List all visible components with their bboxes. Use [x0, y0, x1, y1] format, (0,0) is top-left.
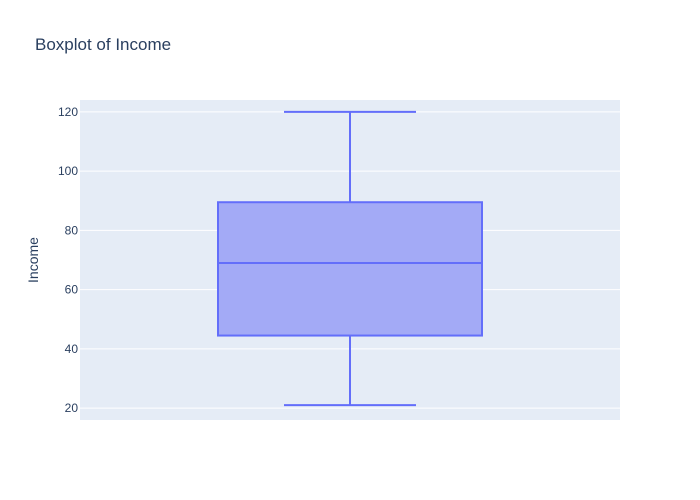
interquartile-box: [217, 201, 483, 337]
y-tick-label: 120: [58, 105, 78, 119]
y-tick-label: 100: [58, 164, 78, 178]
chart-title: Boxplot of Income: [35, 35, 171, 54]
y-axis-ticks: 20 40 60 80 100 120: [58, 105, 78, 415]
box-trace: [217, 110, 483, 407]
y-tick-label: 40: [65, 342, 79, 356]
y-axis-title: Income: [25, 237, 41, 283]
y-tick-label: 20: [65, 401, 79, 415]
y-tick-label: 80: [65, 223, 79, 237]
y-tick-label: 60: [65, 283, 79, 297]
